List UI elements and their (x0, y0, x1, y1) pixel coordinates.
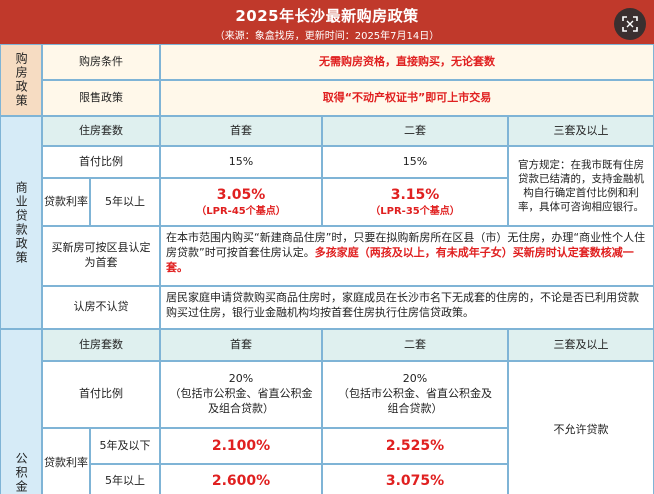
fund-rate-second-short: 2.525% (322, 428, 508, 464)
noloan-text: 居民家庭申请贷款购买商品住房时，家庭成员在长沙市名下无成套的住房的，不论是否已利… (160, 286, 654, 329)
noloan-label: 认房不认贷 (42, 286, 160, 329)
condition-value: 无需购房资格，直接购买，无论套数 (160, 44, 654, 80)
fund-down-label: 首付比例 (42, 361, 160, 428)
fund-down-first: 20% （包括市公积金、省直公积金及组合贷款） (160, 361, 322, 428)
fund-col-label: 住房套数 (42, 329, 160, 361)
fund-third-value: 不允许贷款 (508, 361, 654, 494)
fund-rate-first-long: 2.600% (160, 464, 322, 494)
fund-rate-label: 贷款利率 (42, 428, 90, 494)
commercial-down-second: 15% (322, 146, 508, 178)
resale-value: 取得“不动产权证书”即可上市交易 (160, 80, 654, 116)
commercial-down-first: 15% (160, 146, 322, 178)
commercial-rate-first-value: 3.05% (216, 186, 266, 203)
commercial-rate-first: 3.05% （LPR-45个基点） (160, 178, 322, 226)
commercial-rate-first-note: （LPR-45个基点） (196, 205, 286, 217)
header-banner: 2025年长沙最新购房政策 （来源：象盒找房，更新时间：2025年7月14日） (0, 0, 654, 44)
commercial-rate-term: 5年以上 (90, 178, 160, 226)
page-title: 2025年长沙最新购房政策 (235, 7, 419, 25)
fund-down-first-note: （包括市公积金、省直公积金及组合贷款） (169, 387, 313, 415)
commercial-rate-second-value: 3.15% (390, 186, 440, 203)
fund-down-second: 20% （包括市公积金、省直公积金及组合贷款） (322, 361, 508, 428)
newhome-label: 买新房可按区县认定为首套 (42, 226, 160, 286)
fund-term-long: 5年以上 (90, 464, 160, 494)
commercial-third-note: 官方规定：在我市既有住房贷款已结清的，支持金融机构自行确定首付比例和利率，具体可… (508, 146, 654, 226)
newhome-text: 在本市范围内购买“新建商品住房”时，只要在拟购新房所在区县（市）无住房，办理“商… (160, 226, 654, 286)
commercial-col-first: 首套 (160, 116, 322, 146)
fund-down-second-note: （包括市公积金、省直公积金及组合贷款） (338, 387, 492, 415)
scan-button[interactable] (614, 8, 646, 40)
fund-col-second: 二套 (322, 329, 508, 361)
commercial-down-label: 首付比例 (42, 146, 160, 178)
fund-rate-first-short: 2.100% (160, 428, 322, 464)
fund-down-second-value: 20% (402, 372, 428, 386)
commercial-section-label: 商业贷款政策 (0, 116, 42, 329)
commercial-col-third: 三套及以上 (508, 116, 654, 146)
newhome-text-highlight: 多孩家庭（两孩及以上，有未成年子女）买新房时认定套数核减一套。 (166, 245, 634, 274)
purchase-section-label: 购房政策 (0, 44, 42, 116)
fund-term-short: 5年及以下 (90, 428, 160, 464)
commercial-col-second: 二套 (322, 116, 508, 146)
commercial-rate-label: 贷款利率 (42, 178, 90, 226)
fund-section-label: 公积金 (0, 329, 42, 494)
fund-down-first-value: 20% (228, 372, 254, 386)
fund-col-first: 首套 (160, 329, 322, 361)
fund-rate-second-long: 3.075% (322, 464, 508, 494)
commercial-rate-second-note: （LPR-35个基点） (370, 205, 460, 217)
commercial-rate-second: 3.15% （LPR-35个基点） (322, 178, 508, 226)
condition-label: 购房条件 (42, 44, 160, 80)
resale-label: 限售政策 (42, 80, 160, 116)
fund-col-third: 三套及以上 (508, 329, 654, 361)
page-subtitle: （来源：象盒找房，更新时间：2025年7月14日） (214, 31, 440, 42)
scan-icon (622, 16, 638, 32)
newhome-text-main: 在本市范围内购买“新建商品住房”时，只要在拟购新房所在区县（市）无住房，办理“商… (166, 231, 646, 259)
commercial-col-label: 住房套数 (42, 116, 160, 146)
